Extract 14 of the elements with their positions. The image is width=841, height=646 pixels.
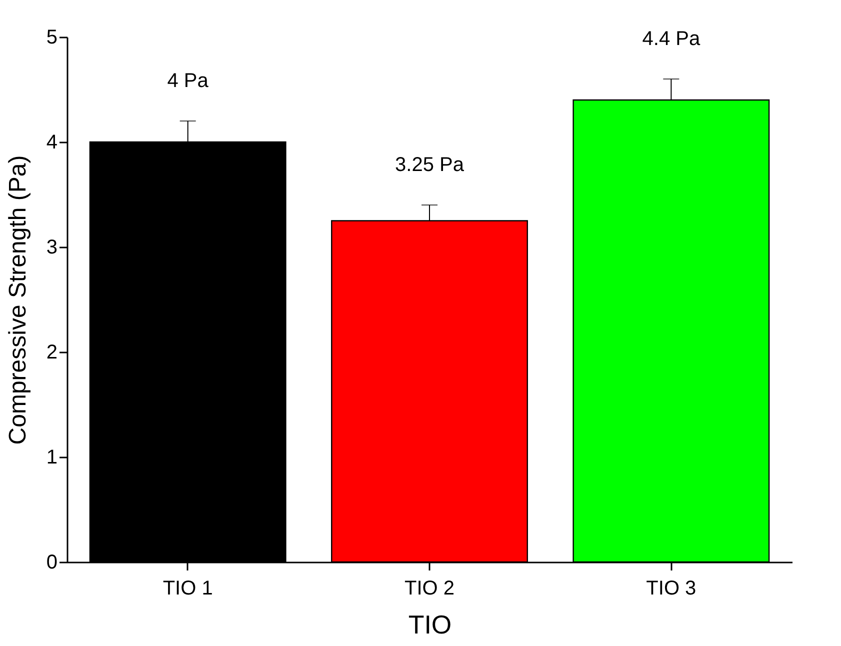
y-tick-label: 5 xyxy=(46,26,58,48)
y-tick-label: 4 xyxy=(46,132,58,154)
y-tick-label: 0 xyxy=(46,552,58,574)
x-tick-label: TIO 1 xyxy=(162,578,213,600)
x-tick-label: TIO 2 xyxy=(404,578,455,600)
data-label: 3.25 Pa xyxy=(395,154,465,176)
y-tick-label: 2 xyxy=(46,342,58,364)
x-tick-label: TIO 3 xyxy=(646,578,696,600)
y-tick-label: 3 xyxy=(46,236,58,258)
data-label: 4.4 Pa xyxy=(642,28,701,50)
x-axis-title: TIO xyxy=(408,610,452,640)
y-tick-label: 1 xyxy=(46,446,58,468)
y-axis-title: Compressive Strength (Pa) xyxy=(4,155,32,445)
data-label: 4 Pa xyxy=(167,70,210,92)
